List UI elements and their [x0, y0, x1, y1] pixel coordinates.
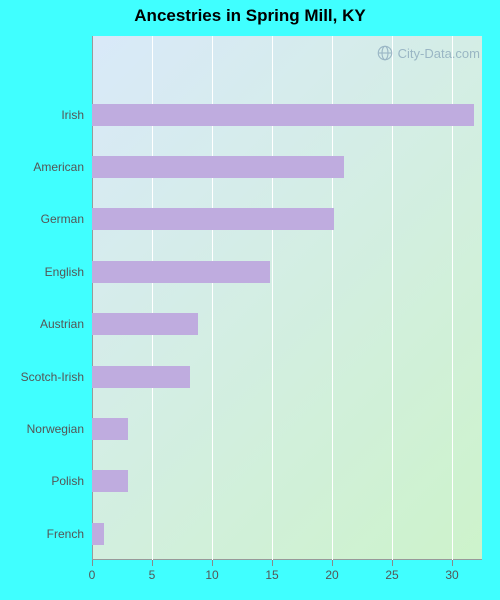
- y-tick-label: Irish: [0, 108, 84, 122]
- x-tick: [152, 560, 153, 566]
- x-axis-line: [92, 559, 482, 560]
- x-tick-label: 30: [445, 568, 458, 582]
- x-tick: [212, 560, 213, 566]
- bar: [92, 418, 128, 440]
- x-tick: [272, 560, 273, 566]
- x-tick-label: 20: [325, 568, 338, 582]
- bar: [92, 104, 474, 126]
- plot-area: [92, 36, 482, 560]
- y-tick-label: Norwegian: [0, 422, 84, 436]
- watermark-text: City-Data.com: [398, 46, 480, 61]
- y-tick-label: French: [0, 527, 84, 541]
- y-tick-label: Scotch-Irish: [0, 370, 84, 384]
- bar: [92, 366, 190, 388]
- bar: [92, 208, 334, 230]
- x-tick: [392, 560, 393, 566]
- y-tick-label: American: [0, 160, 84, 174]
- y-tick-label: German: [0, 212, 84, 226]
- x-tick-label: 25: [385, 568, 398, 582]
- y-tick-label: Austrian: [0, 317, 84, 331]
- x-tick-label: 0: [89, 568, 96, 582]
- chart-title: Ancestries in Spring Mill, KY: [0, 6, 500, 26]
- y-tick-label: Polish: [0, 474, 84, 488]
- bar: [92, 156, 344, 178]
- x-tick: [332, 560, 333, 566]
- y-tick-label: English: [0, 265, 84, 279]
- x-tick-label: 5: [149, 568, 156, 582]
- bar: [92, 523, 104, 545]
- bar: [92, 470, 128, 492]
- globe-icon: [376, 44, 394, 62]
- x-tick-label: 10: [205, 568, 218, 582]
- bar: [92, 261, 270, 283]
- chart-page: Ancestries in Spring Mill, KY City-Data.…: [0, 0, 500, 600]
- watermark: City-Data.com: [376, 44, 480, 62]
- x-tick-label: 15: [265, 568, 278, 582]
- x-tick: [452, 560, 453, 566]
- bar: [92, 313, 198, 335]
- x-tick: [92, 560, 93, 566]
